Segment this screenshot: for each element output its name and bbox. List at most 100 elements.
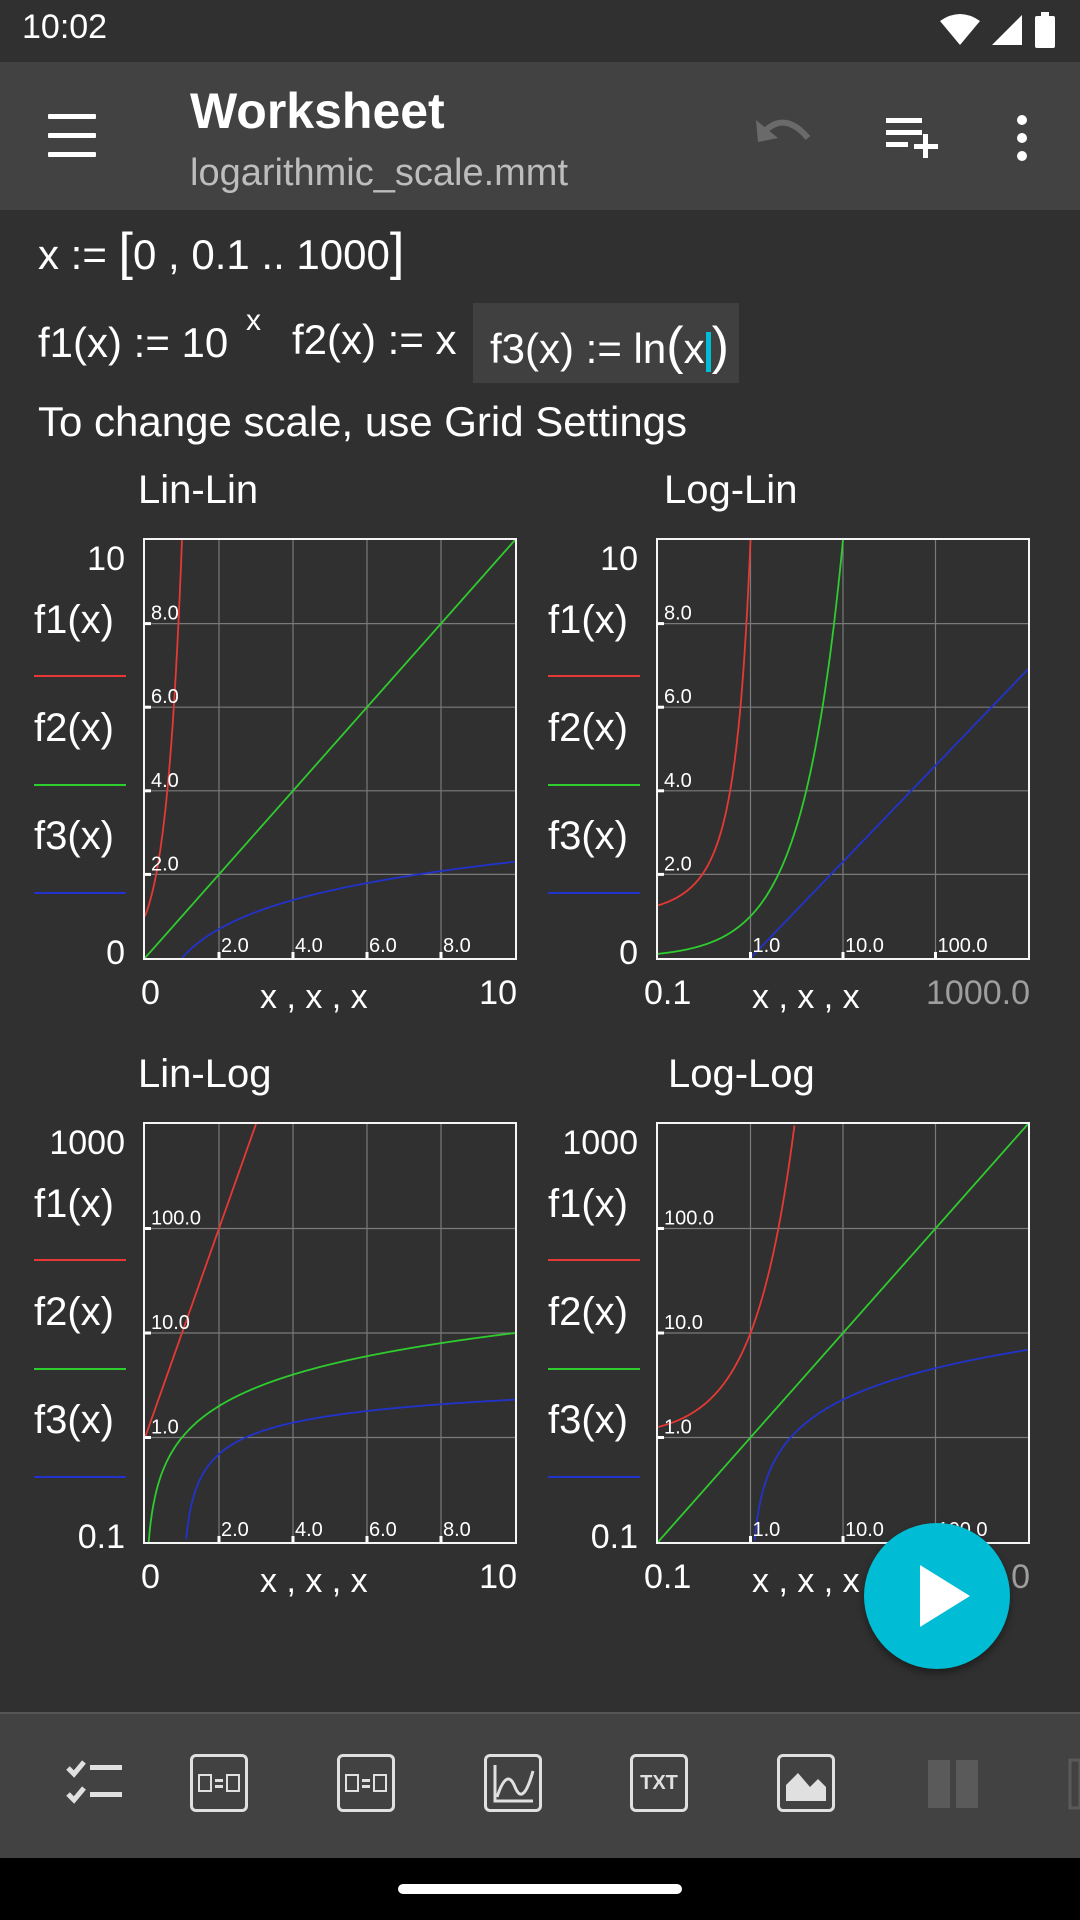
add-image-button[interactable] — [777, 1754, 841, 1818]
legend-f1: f1(x) — [34, 598, 114, 642]
formula-f3-arg: x — [683, 325, 705, 372]
y-tick-label: 2.0 — [151, 853, 179, 875]
plot-canvas: 1.0 10.0 100.0 2.0 4.0 6.0 8.0 — [658, 540, 1028, 958]
series-line-f2 — [147, 1332, 515, 1542]
legend-swatch-f1 — [34, 1259, 126, 1261]
y-min-label: 0.1 — [77, 1518, 125, 1556]
run-button[interactable] — [864, 1523, 1010, 1669]
legend-swatch-f2 — [34, 1368, 126, 1370]
formula-f1-exponent: x — [245, 304, 261, 337]
y-tick-label: 2.0 — [664, 853, 692, 875]
formula-bracket-open: [ — [118, 223, 133, 281]
series-line-f3 — [749, 668, 1028, 958]
y-max-label: 10 — [87, 540, 125, 578]
more-options-button[interactable] — [1002, 110, 1042, 166]
menu-icon-bar — [48, 133, 96, 138]
equation-alt-icon — [337, 1754, 395, 1812]
note-text[interactable]: To change scale, use Grid Settings — [38, 398, 688, 445]
y-max-label: 1000 — [49, 1124, 125, 1162]
y-min-label: 0.1 — [590, 1518, 638, 1556]
x-tick-label: 4.0 — [295, 935, 323, 957]
series-line-f3 — [753, 1348, 1028, 1541]
y-min-label: 0 — [619, 934, 638, 972]
columns-button[interactable] — [924, 1754, 988, 1818]
series-line-f2 — [145, 540, 515, 958]
legend-f2: f2(x) — [34, 1290, 114, 1334]
overflow-tool-icon — [1068, 1758, 1080, 1810]
legend-f2: f2(x) — [548, 706, 628, 750]
add-plot-button[interactable] — [484, 1754, 548, 1818]
series-line-f2 — [658, 1124, 1028, 1542]
plot-title-4: Log-Log — [668, 1052, 815, 1096]
checklist-icon — [66, 1760, 122, 1804]
txt-label: TXT — [640, 1771, 678, 1794]
legend-swatch-f2 — [548, 784, 640, 786]
legend-f3: f3(x) — [34, 814, 114, 858]
wifi-icon — [940, 14, 980, 45]
formula-f2[interactable]: f2(x) := x — [292, 316, 457, 363]
formula-f1-lhs: f1(x) := 10 — [38, 319, 229, 366]
checklist-button[interactable] — [64, 1754, 128, 1818]
image-icon — [777, 1754, 835, 1812]
x-tick-label: 2.0 — [221, 935, 249, 957]
x-tick-label: 10.0 — [845, 1519, 884, 1541]
formula-f3-paren-close: ) — [711, 317, 729, 375]
x-tick-label: 6.0 — [369, 935, 397, 957]
x-max-label: 10 — [479, 1558, 517, 1596]
formula-f3-paren-open: ( — [666, 317, 684, 375]
plot-title-1: Lin-Lin — [138, 468, 259, 512]
y-tick-label: 8.0 — [151, 603, 179, 625]
plot-2[interactable]: 1.0 10.0 100.0 2.0 4.0 6.0 8.0 — [656, 538, 1030, 960]
y-min-label: 0 — [106, 934, 125, 972]
x-min-label: 0 — [141, 1558, 160, 1596]
formula-f1[interactable]: f1(x) := 10 x — [38, 304, 261, 367]
y-tick-label: 4.0 — [151, 770, 179, 792]
legend-swatch-f3 — [34, 892, 126, 894]
formula-f3-lhs: f3(x) := ln — [490, 325, 667, 372]
plot-1[interactable]: 2.0 4.0 6.0 8.0 2.0 4.0 6.0 8.0 — [143, 538, 517, 960]
formula-x-definition[interactable]: x := [0 , 0.1 .. 1000] — [38, 222, 404, 282]
series-line-f1 — [145, 540, 183, 917]
menu-icon — [48, 114, 96, 119]
formula-range: 0 , 0.1 .. 1000 — [133, 231, 390, 278]
x-min-label: 0.1 — [644, 974, 692, 1012]
y-tick-label: 8.0 — [664, 603, 692, 625]
legend-f2: f2(x) — [34, 706, 114, 750]
menu-button[interactable] — [44, 114, 100, 158]
y-max-label: 10 — [600, 540, 638, 578]
add-equation-button[interactable] — [190, 1754, 254, 1818]
series-line-f1 — [658, 1125, 796, 1428]
series-line-f2 — [658, 540, 844, 955]
legend-swatch-f1 — [34, 675, 126, 677]
legend-f3: f3(x) — [548, 814, 628, 858]
status-bar: 10:02 — [0, 0, 1080, 62]
home-handle[interactable] — [398, 1884, 682, 1894]
signal-icon — [992, 15, 1022, 45]
add-equation-alt-button[interactable] — [337, 1754, 401, 1818]
plot-title-2: Log-Lin — [664, 468, 798, 512]
undo-button[interactable] — [752, 108, 816, 164]
x-axis-label: x , x , x — [752, 1562, 860, 1600]
status-time: 10:02 — [22, 8, 108, 46]
x-axis-label: x , x , x — [260, 978, 368, 1016]
battery-icon — [1035, 12, 1055, 48]
x-tick-label: 100.0 — [938, 935, 988, 957]
playlist-add-icon — [886, 118, 938, 158]
y-tick-label: 10.0 — [664, 1312, 703, 1334]
add-text-button[interactable]: TXT — [630, 1754, 694, 1818]
formula-f3[interactable]: f3(x) := ln(x) — [490, 316, 729, 376]
undo-icon — [756, 119, 811, 142]
legend-f1: f1(x) — [548, 598, 628, 642]
legend-swatch-f2 — [34, 784, 126, 786]
series-line-f1 — [658, 540, 752, 907]
formula-bracket-close: ] — [389, 223, 405, 281]
overflow-tool[interactable] — [1066, 1754, 1080, 1818]
plot-3[interactable]: 2.0 4.0 6.0 8.0 1.0 10.0 100.0 — [143, 1122, 517, 1544]
add-row-button[interactable] — [880, 110, 944, 166]
series-line-f3 — [181, 860, 515, 958]
menu-icon-bar — [48, 152, 96, 157]
text-icon: TXT — [630, 1754, 688, 1812]
y-tick-label: 1.0 — [664, 1417, 692, 1439]
